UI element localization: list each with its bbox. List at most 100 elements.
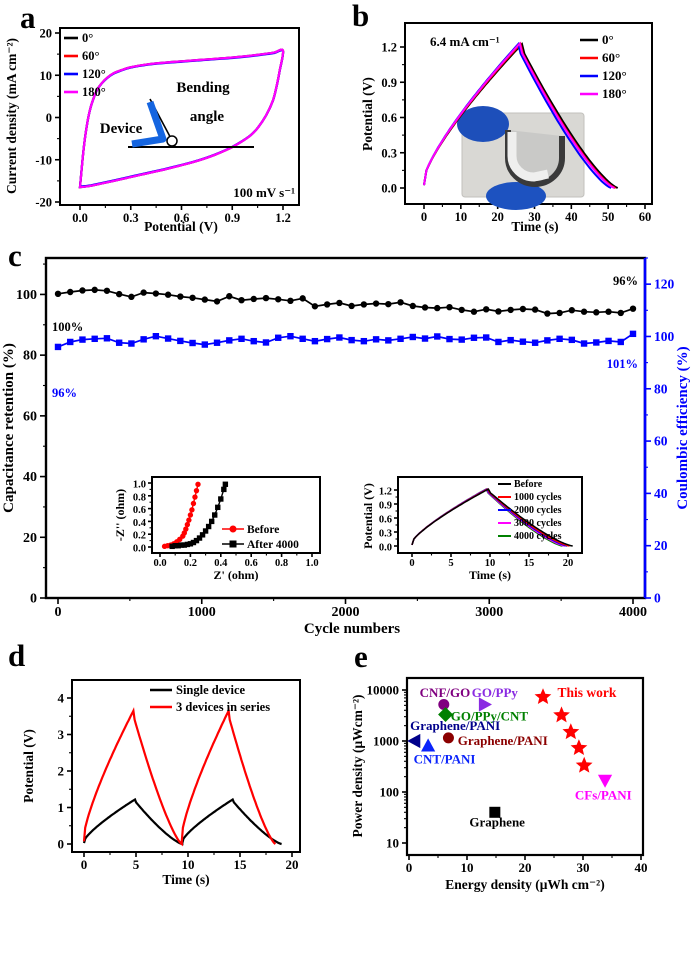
- x-tick-label: 0.6: [174, 211, 190, 225]
- cycling-point: [519, 338, 527, 345]
- this-work-label: This work: [557, 685, 616, 700]
- legend-label: 180°: [602, 86, 627, 101]
- y-tick-label: 0.4: [133, 518, 147, 529]
- nyquist-point: [222, 481, 229, 487]
- cycling-point: [103, 287, 111, 294]
- nyquist-point: [205, 523, 212, 530]
- y-axis-label: Potential (V): [361, 483, 375, 549]
- y-tick-label: 3: [58, 727, 65, 742]
- device-highlight: [507, 132, 549, 182]
- cycling-point: [54, 290, 62, 298]
- nyquist-point: [202, 528, 209, 534]
- annotation-start-retention: 100%: [52, 320, 83, 334]
- y-axis-label: Potential (V): [360, 77, 375, 151]
- cycling-point: [115, 290, 123, 298]
- y-tick-label: 1.0: [133, 480, 146, 491]
- ragone-point-label: CNF/GO: [420, 685, 471, 700]
- cycling-point: [372, 300, 380, 307]
- cycling-point: [311, 303, 319, 310]
- cycling-point: [348, 302, 355, 310]
- cycling-point: [299, 295, 306, 302]
- cycling-point: [54, 343, 62, 351]
- x-tick-label: 0.4: [214, 558, 228, 569]
- ragone-point-Graphene/PANI: [442, 732, 454, 744]
- this-work-star: [575, 756, 593, 773]
- panel-c-label: c: [8, 238, 22, 273]
- cycling-point: [360, 301, 368, 308]
- y-tick-label: 80: [23, 349, 37, 364]
- ragone-point-GO/PPy/CNT: [438, 707, 453, 723]
- cycling-point: [275, 296, 282, 303]
- nyquist-point: [212, 512, 218, 518]
- x-tick-label: 10: [182, 857, 195, 872]
- this-work-star: [534, 688, 552, 705]
- cycling-point: [421, 335, 429, 342]
- x-tick-label: 0.2: [184, 558, 197, 569]
- panel-b-label: b: [352, 0, 370, 33]
- x-tick-label: 0.0: [72, 211, 88, 225]
- x-tick-label: 20: [286, 857, 299, 872]
- cycling-point: [458, 336, 465, 343]
- glove-finger-top: [457, 106, 509, 142]
- ragone-point-label: Graphene: [469, 815, 525, 830]
- x-tick-label: 20: [519, 860, 532, 875]
- ragone-point-GO/PPy: [478, 697, 492, 712]
- y-tick-label: 0.8: [133, 492, 146, 503]
- nyquist-point: [190, 500, 197, 507]
- nyquist-point: [199, 532, 206, 538]
- y-tick-label: 40: [23, 470, 37, 485]
- cycling-point: [409, 333, 416, 341]
- this-work-star: [562, 723, 580, 740]
- y-axis-label: Power density (μWcm⁻²): [350, 694, 365, 837]
- nyquist-point: [215, 504, 221, 511]
- y-tick-label: 0.6: [381, 111, 397, 125]
- y-tick-label: 0: [654, 591, 661, 606]
- cycling-point: [287, 297, 294, 305]
- panel-d-chart: 0 5 10 15 20 0 1 2 3 4 Time (s) Potential (V) Single…: [21, 679, 301, 887]
- x-axis-label: Cycle numbers: [304, 621, 400, 637]
- x-axis-label: Z' (ohm): [214, 568, 259, 582]
- nyquist-point: [218, 496, 224, 502]
- legend-marker: [229, 525, 237, 533]
- y-tick-label: 80: [654, 381, 668, 396]
- legend-label: Before: [514, 479, 543, 490]
- cycling-point: [177, 293, 184, 300]
- bending-angle-inset: Device Bending angle: [100, 80, 254, 148]
- ragone-point-label: Graphene/PANI: [458, 733, 548, 748]
- cycling-point: [617, 338, 624, 346]
- cycling-point: [103, 335, 111, 342]
- ragone-point-label: CFs/PANI: [575, 788, 632, 803]
- y-tick-label: 0.3: [381, 146, 397, 160]
- cycling-point: [544, 337, 551, 344]
- y-tick-label: 1: [58, 800, 65, 815]
- x-tick-label: 0.3: [123, 211, 139, 225]
- y-tick-label: 0.2: [133, 531, 146, 542]
- x-tick-label: 10: [461, 860, 474, 875]
- y-tick-label: 0.9: [379, 501, 392, 512]
- cycling-point: [336, 299, 343, 307]
- y-tick-label: 1.2: [381, 41, 397, 55]
- x-tick-label: 4000: [619, 605, 647, 620]
- panel-d-label: d: [8, 638, 26, 673]
- legend-label: After 4000: [247, 539, 299, 551]
- y-tick-label: 0.6: [379, 515, 392, 526]
- cycling-point: [372, 336, 380, 343]
- cycling-point: [164, 335, 172, 342]
- legend-label: 60°: [602, 50, 620, 65]
- legend-label: 120°: [82, 67, 106, 81]
- x-tick-label: 30: [577, 860, 590, 875]
- y-axis-label: Current density (mA cm⁻²): [4, 38, 19, 194]
- x-tick-label: 0: [81, 857, 88, 872]
- y-tick-label: 100: [654, 329, 675, 344]
- x-tick-label: 1.2: [275, 211, 291, 225]
- y-tick-label: 10: [386, 836, 399, 851]
- annotation-start-efficiency: 96%: [52, 386, 77, 400]
- y-tick-label: 2: [58, 764, 65, 779]
- x-tick-label: 20: [491, 210, 504, 224]
- cycling-point: [238, 296, 245, 304]
- cycling-point: [115, 339, 123, 346]
- y-tick-label: -20: [35, 196, 52, 210]
- y-tick-label: 20: [40, 27, 53, 41]
- legend-label: Before: [247, 524, 279, 536]
- y-tick-label: 0: [58, 837, 65, 852]
